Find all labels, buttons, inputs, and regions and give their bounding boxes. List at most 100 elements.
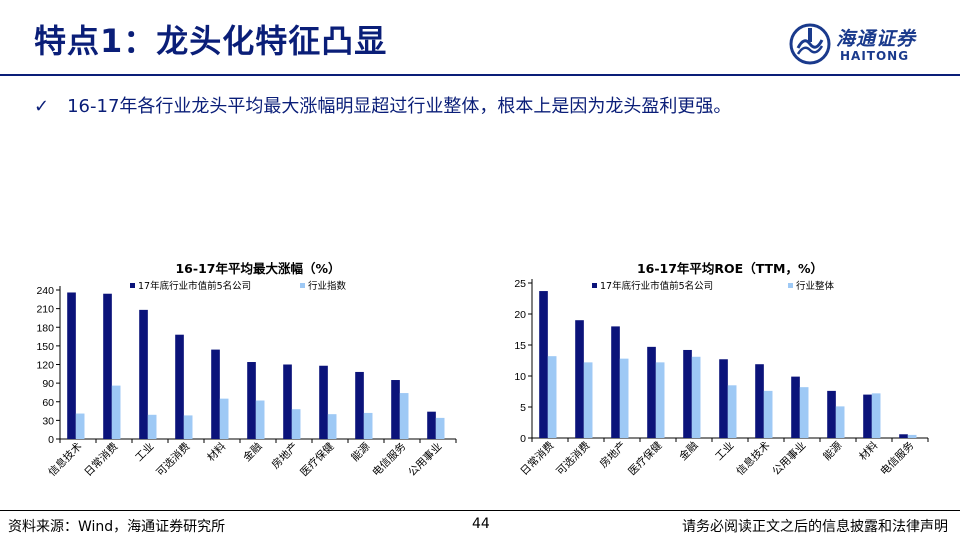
bar <box>139 309 148 439</box>
bar <box>827 390 836 438</box>
bar <box>363 412 373 439</box>
category-label: 能源 <box>820 439 844 463</box>
y-tick-label: 0 <box>48 434 54 446</box>
footer-disclaimer: 请务必阅读正文之后的信息披露和法律声明 <box>682 519 948 535</box>
y-tick-label: 90 <box>42 378 54 390</box>
bar <box>575 320 584 438</box>
bar <box>435 417 445 439</box>
y-tick-label: 120 <box>36 360 54 372</box>
bullet-text: 16-17年各行业龙头平均最大涨幅明显超过行业整体，根本上是因为龙头盈利更强。 <box>67 96 732 117</box>
legend-label: 17年底行业市值前5名公司 <box>600 280 713 292</box>
category-label: 可选消费 <box>154 440 193 479</box>
category-label: 工业 <box>133 441 156 464</box>
chart-title: 16-17年平均最大涨幅（%） <box>175 261 340 276</box>
chart-max-gain-svg: 16-17年平均最大涨幅（%） 17年底行业市值前5名公司 行业指数 0 30 60 90 1… <box>36 261 457 479</box>
bar <box>719 359 728 438</box>
bar <box>219 398 229 439</box>
bar <box>175 334 184 439</box>
category-label: 电信服务 <box>878 439 917 478</box>
page-title: 特点1：龙头化特征凸显 <box>34 22 388 60</box>
category-label: 医疗保健 <box>626 439 665 478</box>
bar <box>791 376 800 438</box>
category-label: 电信服务 <box>370 440 409 479</box>
bar <box>327 414 337 439</box>
category-label: 金融 <box>676 439 700 463</box>
bar <box>727 385 737 438</box>
bar <box>835 406 845 438</box>
bar <box>619 358 629 438</box>
bar <box>67 292 76 439</box>
bar <box>871 393 881 438</box>
category-label: 医疗保健 <box>298 440 337 479</box>
bar <box>583 362 593 438</box>
bar <box>647 346 656 438</box>
y-tick-label: 20 <box>514 309 526 321</box>
chart-roe: 16-17年平均ROE（TTM，%） 17年底行业市值前5名公司 行业整体 0 5 10 1… <box>478 255 948 500</box>
haitong-logo: 海通证券 HAITONG <box>788 22 938 66</box>
category-label: 公用事业 <box>770 439 809 478</box>
bar <box>147 414 157 439</box>
legend-label: 行业指数 <box>308 280 347 292</box>
bar <box>691 356 701 438</box>
y-tick-label: 15 <box>514 340 526 352</box>
bar <box>763 390 773 438</box>
legend-label: 17年底行业市值前5名公司 <box>138 280 251 292</box>
legend-swatch <box>592 283 597 288</box>
bar <box>355 371 364 439</box>
bar <box>283 364 292 439</box>
bar <box>899 434 908 438</box>
category-label: 可选消费 <box>554 439 593 478</box>
bar <box>755 364 764 438</box>
category-label: 日常消费 <box>82 440 121 479</box>
chart-roe-svg: 16-17年平均ROE（TTM，%） 17年底行业市值前5名公司 行业整体 0 5 10 1… <box>514 261 929 478</box>
chart-title: 16-17年平均ROE（TTM，%） <box>637 261 823 276</box>
y-tick-label: 10 <box>514 371 526 383</box>
bar <box>255 400 265 439</box>
bar <box>863 394 872 438</box>
footer-source: 资料来源：Wind，海通证券研究所 <box>8 519 226 535</box>
bar <box>799 387 809 438</box>
bar <box>907 434 917 438</box>
bar <box>75 413 85 439</box>
bar <box>391 380 400 439</box>
y-tick-label: 240 <box>36 285 54 297</box>
bar <box>399 393 409 439</box>
bar <box>655 362 665 438</box>
y-tick-label: 30 <box>42 415 54 427</box>
page-number: 44 <box>472 516 490 532</box>
legend-swatch <box>130 283 135 288</box>
y-tick-label: 210 <box>36 304 54 316</box>
header-divider <box>0 74 960 76</box>
category-label: 工业 <box>713 440 736 463</box>
category-label: 公用事业 <box>406 440 445 479</box>
footer-divider <box>0 510 960 511</box>
bar <box>211 349 220 439</box>
logo-chinese-name: 海通证券 <box>836 28 917 50</box>
bar <box>319 365 328 439</box>
bar <box>103 293 112 439</box>
bullet-point: ✓ 16-17年各行业龙头平均最大涨幅明显超过行业整体，根本上是因为龙头盈利更强。 <box>34 92 731 118</box>
bar <box>291 409 301 439</box>
haitong-emblem-icon <box>789 23 831 65</box>
y-tick-label: 25 <box>514 278 526 290</box>
category-label: 金融 <box>240 440 264 464</box>
bar <box>547 356 557 438</box>
y-tick-label: 180 <box>36 322 54 334</box>
category-label: 房地产 <box>269 440 300 471</box>
bar <box>683 349 692 438</box>
bar <box>611 326 620 438</box>
category-label: 信息技术 <box>734 439 773 478</box>
legend-label: 行业整体 <box>796 280 835 292</box>
legend-swatch <box>300 283 305 288</box>
chart-max-gain: 16-17年平均最大涨幅（%） 17年底行业市值前5名公司 行业指数 0 30 60 90 1… <box>0 255 472 500</box>
y-tick-label: 150 <box>36 341 54 353</box>
y-tick-label: 60 <box>42 397 54 409</box>
bar <box>539 291 548 438</box>
category-label: 能源 <box>348 440 372 464</box>
category-label: 材料 <box>856 439 880 463</box>
category-label: 房地产 <box>597 439 628 470</box>
bar <box>111 385 121 439</box>
bar <box>183 415 193 439</box>
bar <box>427 411 436 439</box>
y-tick-label: 5 <box>520 402 526 414</box>
